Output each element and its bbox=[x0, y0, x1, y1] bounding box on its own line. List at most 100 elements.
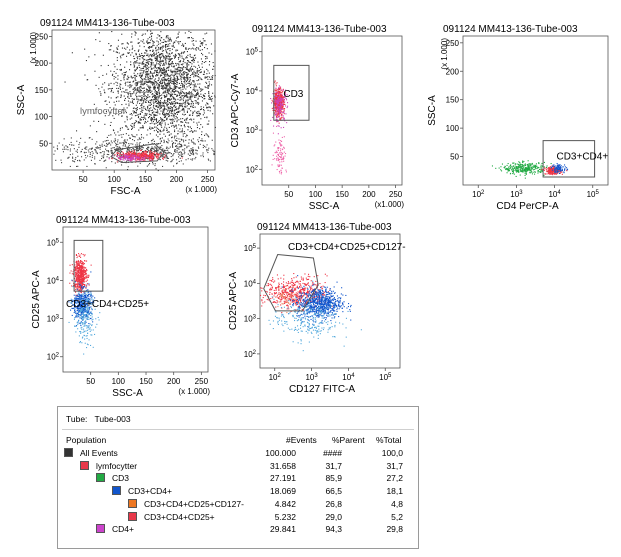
data-point bbox=[139, 66, 141, 68]
data-point bbox=[167, 38, 169, 40]
data-point bbox=[176, 37, 178, 39]
data-point bbox=[280, 105, 282, 107]
data-point bbox=[111, 152, 113, 154]
data-point bbox=[200, 42, 202, 44]
data-point bbox=[546, 166, 548, 168]
data-point bbox=[158, 93, 160, 95]
data-point bbox=[157, 41, 159, 43]
data-point bbox=[115, 143, 117, 145]
data-point bbox=[127, 166, 129, 168]
data-point bbox=[144, 120, 146, 122]
data-point bbox=[154, 115, 156, 117]
data-point bbox=[174, 79, 176, 81]
data-point bbox=[283, 109, 285, 111]
data-point bbox=[106, 73, 108, 75]
data-point bbox=[146, 153, 148, 155]
data-point bbox=[182, 135, 184, 137]
data-point bbox=[168, 90, 170, 92]
data-point bbox=[140, 150, 142, 152]
data-point bbox=[181, 90, 183, 92]
data-point bbox=[143, 46, 145, 48]
data-point bbox=[164, 87, 166, 89]
data-point bbox=[173, 137, 175, 139]
data-point bbox=[516, 170, 518, 172]
data-point bbox=[119, 148, 121, 150]
data-point bbox=[173, 105, 175, 107]
data-point bbox=[147, 158, 149, 160]
data-point bbox=[281, 115, 283, 117]
data-point bbox=[282, 106, 284, 108]
data-point bbox=[189, 55, 191, 57]
data-point bbox=[106, 136, 108, 138]
data-point bbox=[158, 105, 160, 107]
data-point bbox=[274, 114, 276, 116]
data-point bbox=[120, 69, 122, 71]
data-point bbox=[85, 146, 87, 148]
data-point bbox=[560, 165, 562, 167]
data-point bbox=[133, 112, 135, 114]
data-point bbox=[274, 93, 276, 95]
data-point bbox=[129, 137, 131, 139]
data-point bbox=[131, 156, 133, 158]
data-point bbox=[145, 122, 147, 124]
data-point bbox=[138, 158, 140, 160]
data-point bbox=[161, 84, 163, 86]
data-point bbox=[180, 89, 182, 91]
data-point bbox=[156, 62, 158, 64]
data-point bbox=[167, 77, 169, 79]
data-point bbox=[152, 40, 154, 42]
data-point bbox=[530, 169, 532, 171]
data-point bbox=[188, 103, 190, 105]
data-point bbox=[156, 118, 158, 120]
data-point bbox=[134, 115, 136, 117]
data-point bbox=[509, 168, 511, 170]
data-point bbox=[135, 68, 137, 70]
data-point bbox=[129, 158, 131, 160]
data-point bbox=[202, 152, 204, 154]
data-point bbox=[193, 80, 195, 82]
data-point bbox=[98, 32, 100, 34]
data-point bbox=[188, 37, 190, 39]
data-point bbox=[531, 162, 533, 164]
data-point bbox=[273, 101, 275, 103]
data-point bbox=[280, 170, 282, 172]
data-point bbox=[166, 147, 168, 149]
data-point bbox=[207, 149, 209, 151]
data-point bbox=[131, 157, 133, 159]
data-point bbox=[276, 109, 278, 111]
data-point bbox=[140, 100, 142, 102]
data-point bbox=[192, 158, 194, 160]
data-point bbox=[144, 58, 146, 60]
data-point bbox=[157, 112, 159, 114]
data-point bbox=[279, 93, 281, 95]
data-point bbox=[204, 116, 206, 118]
y-tick-label: 100 bbox=[446, 124, 460, 133]
data-point bbox=[173, 65, 175, 67]
data-point bbox=[178, 160, 180, 162]
data-point bbox=[150, 152, 152, 154]
data-point bbox=[86, 146, 88, 148]
data-point bbox=[99, 152, 101, 154]
data-point bbox=[169, 83, 171, 85]
data-point bbox=[195, 73, 197, 75]
data-point bbox=[148, 146, 150, 148]
data-point bbox=[168, 115, 170, 117]
data-point bbox=[169, 87, 171, 89]
data-point bbox=[185, 95, 187, 97]
data-point bbox=[99, 144, 101, 146]
data-point bbox=[186, 93, 188, 95]
data-point bbox=[156, 55, 158, 57]
data-point bbox=[274, 104, 276, 106]
data-point bbox=[184, 80, 186, 82]
data-point bbox=[283, 99, 285, 101]
data-point bbox=[181, 145, 183, 147]
data-point bbox=[134, 150, 136, 152]
data-point bbox=[185, 92, 187, 94]
data-point bbox=[206, 77, 208, 79]
data-point bbox=[174, 105, 176, 107]
data-point bbox=[186, 134, 188, 136]
data-point bbox=[160, 118, 162, 120]
data-point bbox=[143, 137, 145, 139]
data-point bbox=[150, 157, 152, 159]
data-point bbox=[157, 85, 159, 87]
